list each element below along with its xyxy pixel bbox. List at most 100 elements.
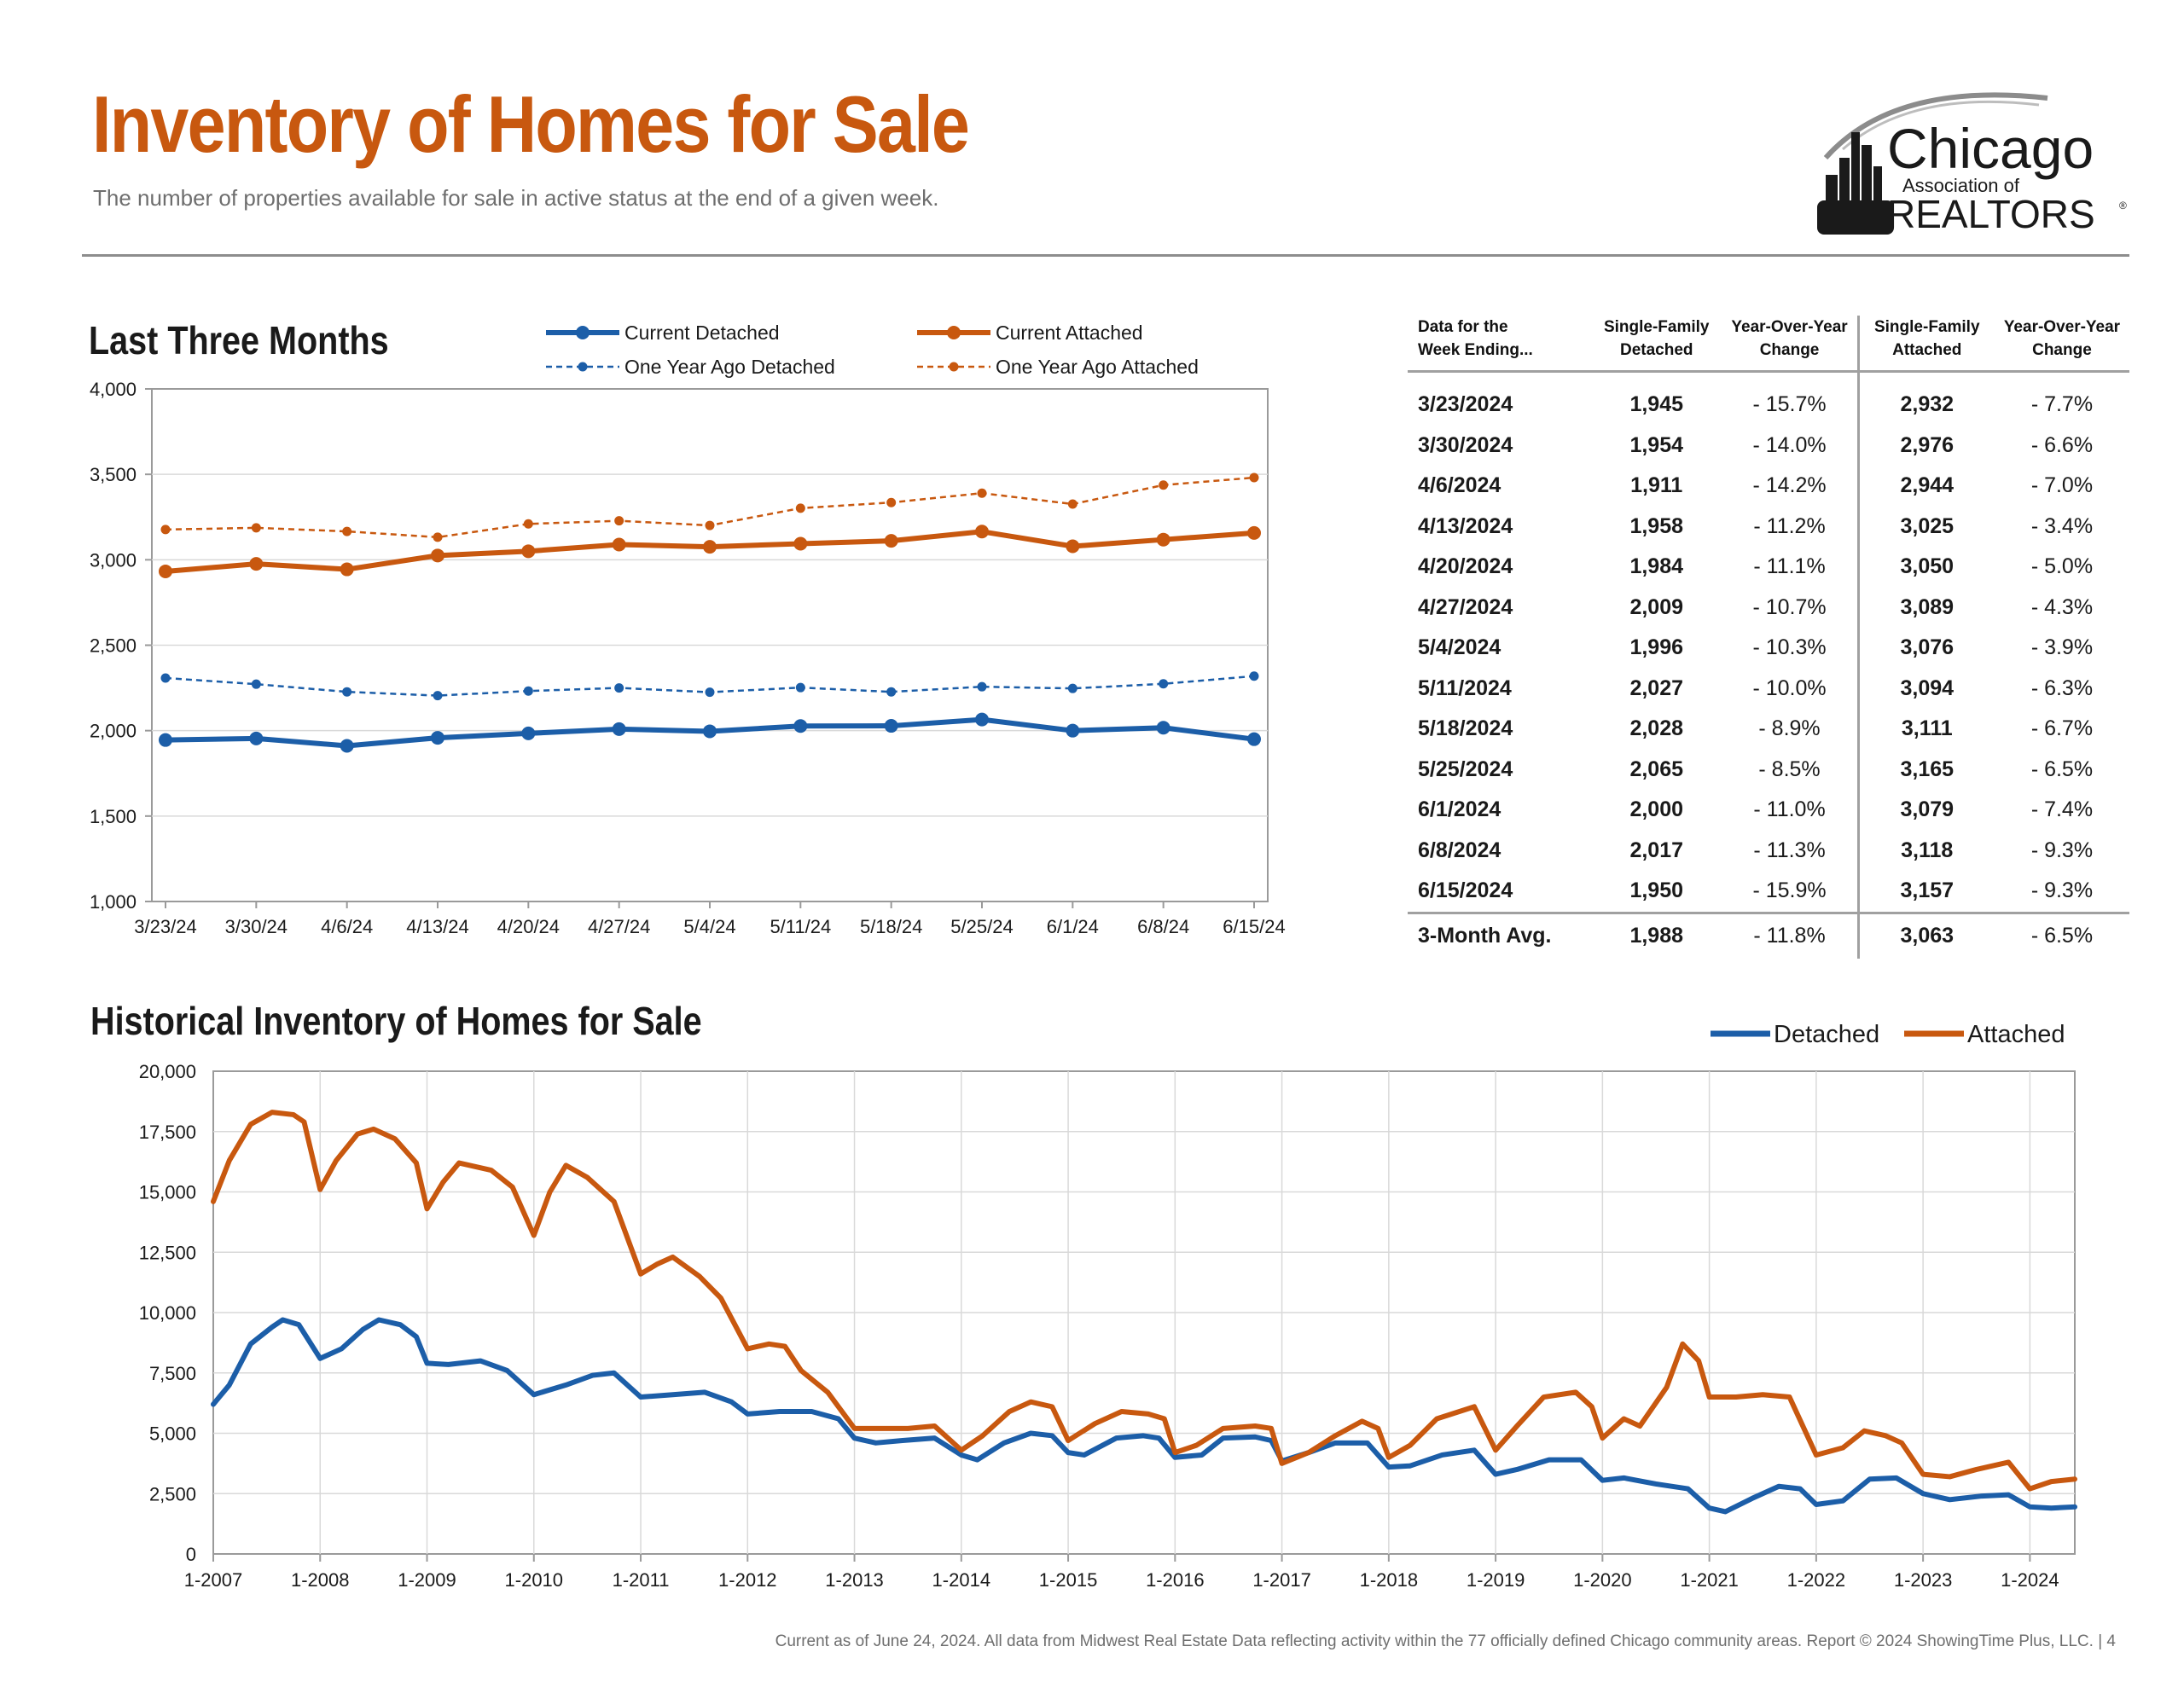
logo-registered-mark: ® [2119,200,2127,212]
y-tick-label: 1,500 [90,806,136,827]
x-tick-label: 1-2019 [1467,1569,1525,1591]
x-tick-label: 5/4/24 [683,916,735,937]
data-point-one-year-ago-detached [614,683,624,693]
cell-detached: 2,009 [1629,594,1684,619]
header-week-ending: Data for the Week Ending... [1408,316,1591,373]
x-tick-label: 4/20/24 [497,916,560,937]
cell-detached-yoy: - 8.9% [1758,716,1821,741]
cell-attached-yoy: - 6.7% [2030,716,2094,741]
page-title: Inventory of Homes for Sale [92,79,970,169]
cell-detached-yoy: - 10.3% [1752,635,1827,660]
cell-detached-yoy: - 11.2% [1753,513,1826,538]
recent-inventory-chart: 1,000 1,500 2,000 2,500 3,000 3,500 4,000 3/23/… [90,322,1286,937]
data-point-current-attached [793,536,808,551]
cell-attached: 3,076 [1856,628,1995,669]
x-tick-label: 4/27/24 [588,916,650,937]
cell-week: 4/27/2024 [1418,594,1513,619]
data-point-current-attached [431,548,444,563]
cell-attached-yoy: - 5.0% [2030,554,2094,579]
cell-detached: 1,996 [1629,635,1684,660]
x-tick-label: 1-2024 [2001,1569,2059,1591]
data-point-one-year-ago-detached [523,686,533,696]
logo-line1: Chicago [1887,117,2094,180]
x-tick-label: 6/8/24 [1137,916,1189,937]
data-point-current-detached [1156,721,1170,735]
x-tick-label: 6/15/24 [1223,916,1285,937]
data-point-one-year-ago-detached [795,682,805,693]
page-subtitle: The number of properties available for s… [93,185,939,211]
data-point-current-detached [431,731,444,745]
cell-week: 3/30/2024 [1418,432,1513,457]
cell-week: 6/8/2024 [1418,838,1502,862]
x-tick-label: 1-2010 [505,1569,564,1591]
cell-detached: 2,000 [1629,797,1684,822]
x-tick-label: 1-2012 [718,1569,777,1591]
data-point-current-attached [1156,532,1170,547]
weekly-inventory-table: Data for the Week Ending... Single-Family… [1408,316,2129,959]
cell-detached: 1,958 [1629,513,1684,538]
cell-attached: 3,025 [1856,506,1995,547]
table-row: 6/15/2024 1,950 - 15.9% 3,157 - 9.3% [1408,871,2129,913]
table-row: 6/8/2024 2,017 - 11.3% 3,118 - 9.3% [1408,830,2129,871]
logo-line3: REALTORS [1887,192,2095,236]
legend-label: Attached [1967,1021,2065,1048]
cell-attached: 3,094 [1856,668,1995,709]
data-point-one-year-ago-attached [523,519,533,529]
cell-attached-yoy: - 9.3% [2030,878,2094,903]
cell-detached-yoy: - 10.7% [1752,594,1827,619]
cell-detached-yoy: - 10.0% [1752,675,1827,700]
table-row: 4/13/2024 1,958 - 11.2% 3,025 - 3.4% [1408,506,2129,547]
data-point-one-year-ago-attached [1159,480,1169,490]
table-row-average: 3-Month Avg. 1,988- 11.8% 3,063- 6.5% [1408,911,2129,959]
table-row: 5/18/2024 2,028 - 8.9% 3,111 - 6.7% [1408,709,2129,750]
x-tick-label: 1-2015 [1039,1569,1098,1591]
data-point-one-year-ago-attached [251,523,261,533]
cell-detached-yoy: - 11.3% [1753,838,1826,862]
data-point-current-attached [1247,525,1261,540]
cell-attached: 3,079 [1856,790,1995,831]
table-row: 4/20/2024 1,984 - 11.1% 3,050 - 5.0% [1408,547,2129,588]
cell-detached-yoy: - 8.5% [1758,757,1821,781]
table-row: 6/1/2024 2,000 - 11.0% 3,079 - 7.4% [1408,790,2129,831]
data-point-one-year-ago-attached [433,532,443,542]
header-attached: Single-Family Attached [1856,316,1995,373]
table-row: 5/25/2024 2,065 - 8.5% 3,165 - 6.5% [1408,749,2129,790]
cell-detached: 2,027 [1629,675,1684,700]
cell-detached: 1,945 [1629,392,1684,417]
cell-detached: 1,988 [1590,911,1722,959]
legend-label: Detached [1774,1021,1879,1048]
cell-detached: 1,954 [1629,432,1684,457]
header-detached-yoy: Year-Over-Year Change [1722,316,1859,373]
data-point-one-year-ago-detached [160,673,171,683]
y-tick-label: 2,500 [149,1483,196,1504]
table-header-row: Data for the Week Ending... Single-Family… [1408,316,2129,373]
cell-week: 3/23/2024 [1418,392,1513,417]
header-divider [82,254,2129,257]
cell-attached-yoy: - 6.6% [2030,432,2094,457]
x-tick-label: 1-2022 [1787,1569,1846,1591]
cell-detached-yoy: - 14.0% [1752,432,1827,457]
cell-detached: 2,028 [1629,716,1684,741]
data-point-one-year-ago-attached [705,520,715,530]
data-point-current-detached [521,726,536,740]
data-point-current-detached [1247,732,1261,746]
cell-detached-yoy: - 14.2% [1752,473,1827,498]
data-point-current-attached [340,562,354,577]
legend-label: Current Attached [996,322,1143,344]
cell-attached-yoy: - 9.3% [2030,838,2094,862]
cell-detached-yoy: - 15.9% [1752,878,1827,903]
data-point-current-detached [340,739,354,753]
x-tick-label: 4/13/24 [406,916,468,937]
cell-attached: 3,050 [1856,547,1995,588]
cell-attached-yoy: - 3.9% [2030,635,2094,660]
cell-attached: 3,111 [1856,709,1995,750]
data-point-one-year-ago-attached [160,525,171,535]
cell-detached: 2,065 [1629,757,1684,781]
x-tick-label: 1-2021 [1680,1569,1739,1591]
data-point-current-attached [703,540,717,554]
x-tick-label: 6/1/24 [1047,916,1099,937]
cell-attached-yoy: - 4.3% [2030,594,2094,619]
data-point-one-year-ago-detached [977,681,987,692]
chicago-realtors-logo: Chicago Association of REALTORS ® [1792,81,2133,243]
y-tick-label: 2,500 [90,635,136,657]
